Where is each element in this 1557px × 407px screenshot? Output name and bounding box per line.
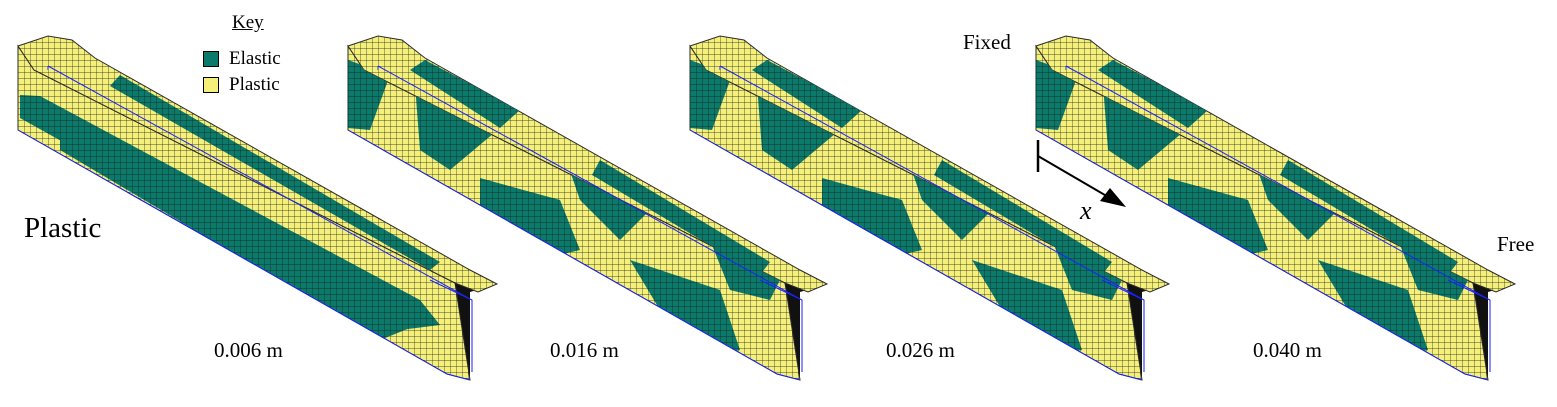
plastic-swatch (203, 77, 219, 93)
key-label-elastic: Elastic (229, 48, 281, 69)
side-label: Plastic (24, 212, 102, 244)
beam-panel-3 (689, 35, 1171, 381)
elastic-swatch (203, 51, 219, 67)
beam-panel-2 (347, 35, 829, 381)
key-label-plastic: Plastic (229, 74, 280, 95)
free-label: Free (1497, 232, 1535, 256)
axis-label: x (1080, 196, 1092, 225)
fixed-label: Fixed (963, 30, 1011, 54)
beam-panel-4 (1035, 35, 1517, 381)
key-item-elastic: Elastic (203, 48, 281, 70)
panel-label-2: 0.016 m (550, 338, 619, 362)
x-axis-arrowhead (1100, 188, 1126, 207)
panel-label-4: 0.040 m (1253, 338, 1322, 362)
key-item-plastic: Plastic (203, 74, 280, 96)
panel-label-1: 0.006 m (214, 338, 283, 362)
key-title: Key (232, 12, 264, 33)
beam-panel-1 (17, 35, 499, 381)
x-axis-arrow-line (1037, 155, 1111, 199)
panel-label-3: 0.026 m (886, 338, 955, 362)
